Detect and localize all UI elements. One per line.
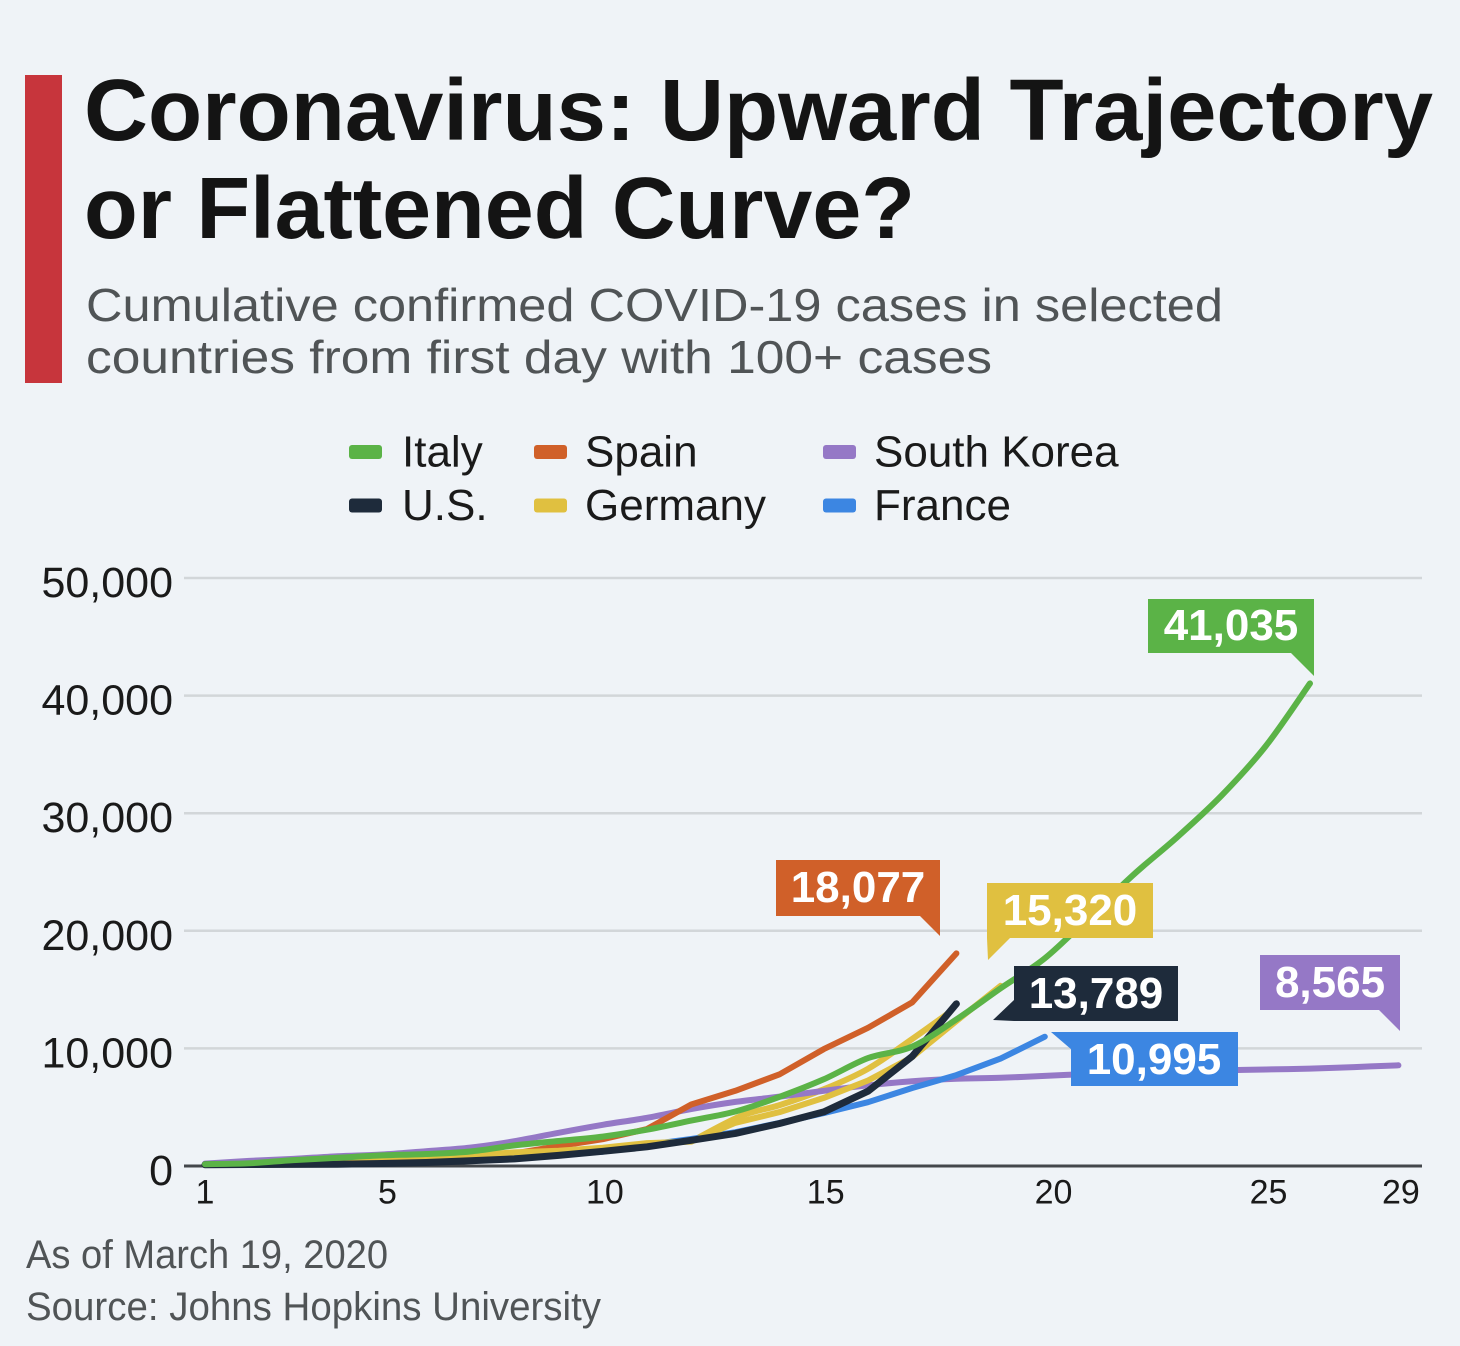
- svg-text:France: France: [874, 481, 1011, 530]
- svg-text:Spain: Spain: [585, 428, 698, 477]
- svg-text:U.S.: U.S.: [402, 481, 488, 530]
- svg-text:15,320: 15,320: [1003, 886, 1138, 935]
- svg-text:10: 10: [586, 1174, 624, 1212]
- svg-text:South Korea: South Korea: [874, 428, 1119, 477]
- svg-text:0: 0: [149, 1147, 173, 1195]
- svg-text:10,995: 10,995: [1087, 1035, 1222, 1084]
- svg-text:or Flattened Curve?: or Flattened Curve?: [84, 160, 915, 257]
- svg-text:5: 5: [378, 1174, 397, 1212]
- svg-text:29: 29: [1382, 1174, 1420, 1212]
- svg-text:13,789: 13,789: [1029, 969, 1164, 1018]
- svg-text:15: 15: [807, 1174, 845, 1212]
- svg-text:50,000: 50,000: [41, 559, 173, 607]
- svg-text:40,000: 40,000: [41, 677, 173, 725]
- svg-text:Germany: Germany: [585, 481, 766, 530]
- svg-text:Source: Johns Hopkins Universi: Source: Johns Hopkins University: [26, 1285, 601, 1329]
- svg-text:20,000: 20,000: [41, 912, 173, 960]
- svg-text:30,000: 30,000: [41, 794, 173, 842]
- svg-text:1: 1: [196, 1174, 215, 1212]
- svg-text:8,565: 8,565: [1275, 958, 1385, 1007]
- svg-text:Italy: Italy: [402, 428, 483, 477]
- svg-text:10,000: 10,000: [41, 1029, 173, 1077]
- svg-text:18,077: 18,077: [791, 863, 926, 912]
- svg-text:20: 20: [1035, 1174, 1073, 1212]
- svg-text:As of March 19, 2020: As of March 19, 2020: [26, 1233, 388, 1277]
- svg-text:25: 25: [1250, 1174, 1288, 1212]
- svg-text:41,035: 41,035: [1164, 601, 1299, 650]
- svg-text:countries from first day with: countries from first day with 100+ cases: [86, 331, 992, 383]
- svg-text:Coronavirus: Upward Trajectory: Coronavirus: Upward Trajectory: [84, 62, 1433, 159]
- svg-text:Cumulative confirmed COVID-19: Cumulative confirmed COVID-19 cases in s…: [86, 279, 1223, 331]
